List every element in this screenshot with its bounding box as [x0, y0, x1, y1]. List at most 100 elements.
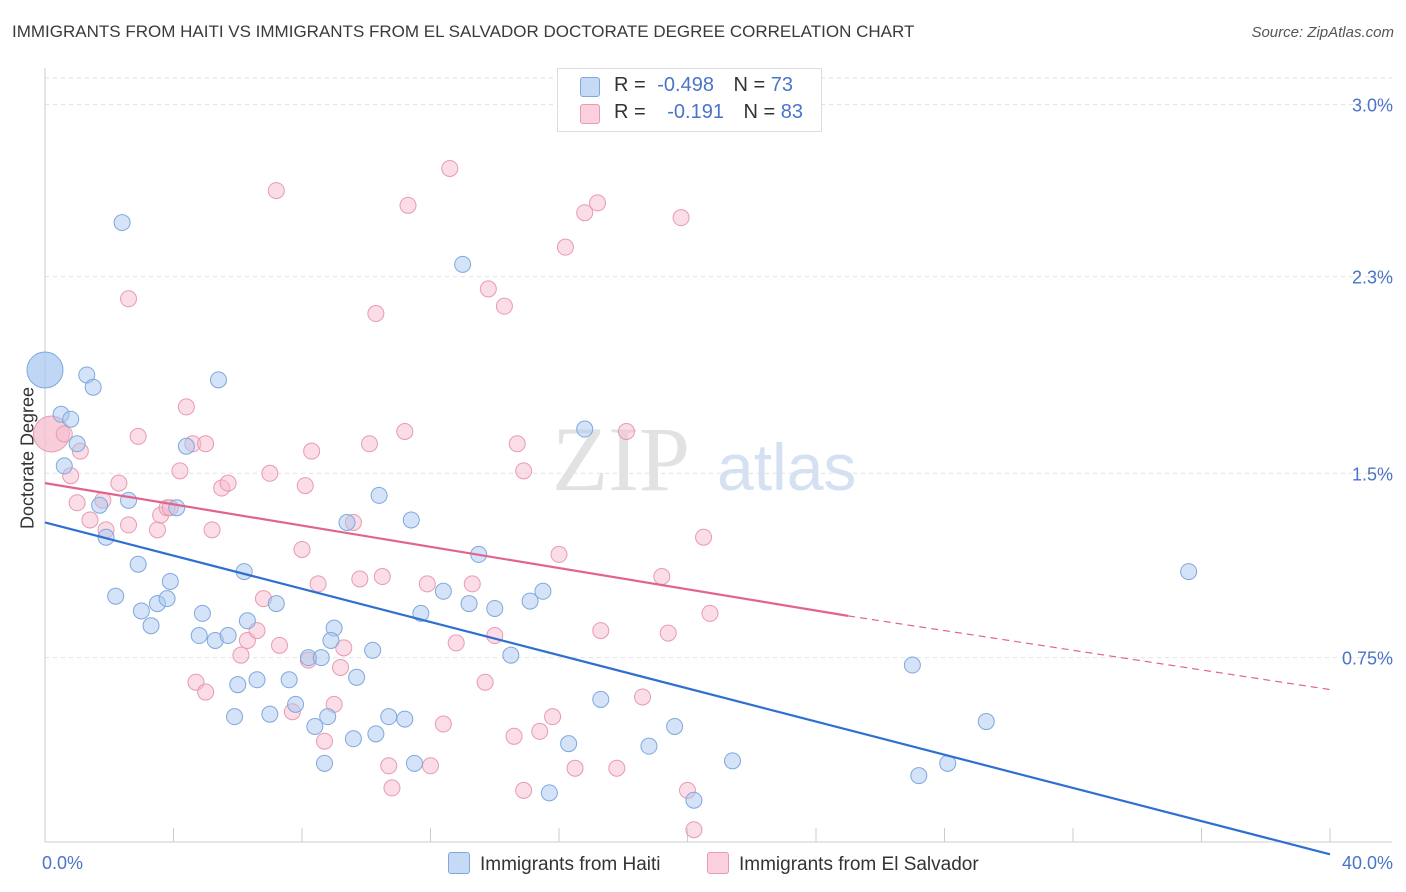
watermark: ZIP atlas	[552, 408, 856, 510]
haiti-points	[26, 214, 1198, 809]
elsalvador-point-82	[441, 159, 459, 177]
elsalvador-point-58	[479, 280, 497, 298]
elsalvador-point-51	[418, 575, 436, 593]
haiti-point-9	[168, 499, 186, 517]
elsalvador-point-11	[120, 290, 138, 308]
haiti-point-63	[177, 437, 195, 455]
haiti-point-65	[267, 595, 285, 613]
elsalvador-legend-label: Immigrants from El Salvador	[739, 854, 979, 875]
haiti-point-52	[560, 735, 578, 753]
haiti-point-72	[910, 767, 928, 785]
haiti-point-50	[521, 592, 539, 610]
elsalvador-point-26	[232, 646, 250, 664]
legend-r-label: R =	[614, 74, 646, 96]
haiti-point-42	[348, 668, 366, 686]
watermark-atlas: atlas	[717, 430, 856, 504]
elsalvador-point-44	[360, 435, 378, 453]
legend-r-value-elsalvador: -0.191	[667, 101, 724, 123]
bottom-legend-haiti: Immigrants from Haiti	[448, 852, 661, 876]
elsalvador-point-65	[544, 708, 562, 726]
legend-n-value-haiti: 73	[770, 74, 794, 96]
elsalvador-point-47	[380, 757, 398, 775]
elsalvador-point-56	[476, 673, 494, 691]
haiti-point-12	[107, 587, 125, 605]
elsalvador-point-24	[197, 683, 215, 701]
haiti-point-59	[454, 255, 472, 273]
legend-n-label: N =	[743, 101, 776, 123]
haiti-point-67	[238, 612, 256, 630]
elsalvador-legend-swatch	[707, 852, 729, 874]
haiti-point-5	[68, 435, 86, 453]
haiti-point-13	[132, 602, 150, 620]
elsalvador-point-37	[309, 575, 327, 593]
haiti-point-55	[640, 737, 658, 755]
y-tick-label-3: 3.0%	[1352, 96, 1393, 116]
elsalvador-point-43	[351, 570, 369, 588]
haiti-point-18	[193, 604, 211, 622]
haiti-swatch	[580, 77, 600, 97]
haiti-point-37	[405, 754, 423, 772]
elsalvador-point-79	[685, 821, 703, 839]
haiti-point-3	[84, 378, 102, 396]
haiti-point-70	[977, 713, 995, 731]
elsalvador-point-72	[608, 759, 626, 777]
haiti-point-39	[338, 513, 356, 531]
axes	[44, 68, 1392, 843]
elsalvador-point-41	[335, 639, 353, 657]
elsalvador-point-52	[422, 757, 439, 775]
chart-title: IMMIGRANTS FROM HAITI VS IMMIGRANTS FROM…	[12, 22, 915, 41]
haiti-point-40	[370, 486, 388, 504]
elsalvador-point-17	[177, 398, 195, 416]
haiti-point-0	[26, 351, 64, 389]
haiti-point-61	[113, 214, 131, 232]
tick-labels: 0.75% 1.5% 2.3% 3.0% 0.0% 40.0%	[42, 96, 1393, 873]
correlation-legend: R = -0.498 N = 73 R = -0.191 N = 83	[557, 68, 822, 132]
haiti-point-34	[367, 725, 385, 743]
haiti-point-24	[248, 671, 266, 689]
legend-r-value-haiti: -0.498	[657, 74, 714, 96]
haiti-point-27	[287, 695, 305, 713]
haiti-point-21	[219, 627, 237, 645]
haiti-point-36	[396, 710, 414, 728]
elsalvador-point-68	[566, 759, 584, 777]
elsalvador-swatch	[580, 104, 600, 124]
haiti-point-43	[364, 641, 382, 659]
haiti-point-29	[312, 649, 330, 667]
elsalvador-point-31	[271, 636, 289, 654]
elsalvador-point-38	[315, 732, 333, 750]
haiti-point-8	[120, 491, 138, 509]
elsalvador-point-81	[701, 604, 719, 622]
haiti-point-47	[434, 582, 452, 600]
haiti-point-32	[315, 754, 333, 772]
haiti-point-4	[62, 410, 80, 428]
haiti-point-16	[161, 572, 179, 590]
elsalvador-point-73	[617, 423, 635, 441]
haiti-point-64	[322, 631, 340, 649]
x-tick-label-min: 0.0%	[42, 853, 83, 873]
elsalvador-point-33	[293, 540, 311, 558]
haiti-point-45	[460, 595, 478, 613]
haiti-point-11	[129, 555, 147, 573]
haiti-point-26	[280, 671, 298, 689]
haiti-legend-swatch	[448, 852, 470, 874]
elsalvador-point-67	[556, 238, 574, 256]
haiti-point-56	[666, 717, 684, 735]
elsalvador-point-55	[463, 575, 481, 593]
haiti-point-35	[380, 708, 398, 726]
elsalvador-point-22	[219, 474, 237, 492]
trend-lines	[44, 482, 1331, 856]
haiti-point-38	[402, 511, 420, 529]
elsalvador-point-66	[550, 545, 568, 563]
legend-n-value-elsalvador: 83	[780, 101, 804, 123]
haiti-point-7	[91, 496, 109, 514]
elsalvador-point-35	[296, 477, 314, 495]
haiti-point-58	[723, 752, 741, 770]
elsalvador-point-69	[576, 204, 594, 222]
haiti-point-15	[158, 590, 176, 608]
legend-r-label: R =	[614, 101, 646, 123]
haiti-point-30	[319, 708, 337, 726]
haiti-point-46	[486, 599, 504, 617]
elsalvador-point-7	[110, 474, 128, 492]
elsalvador-trend-extension	[848, 615, 1331, 691]
